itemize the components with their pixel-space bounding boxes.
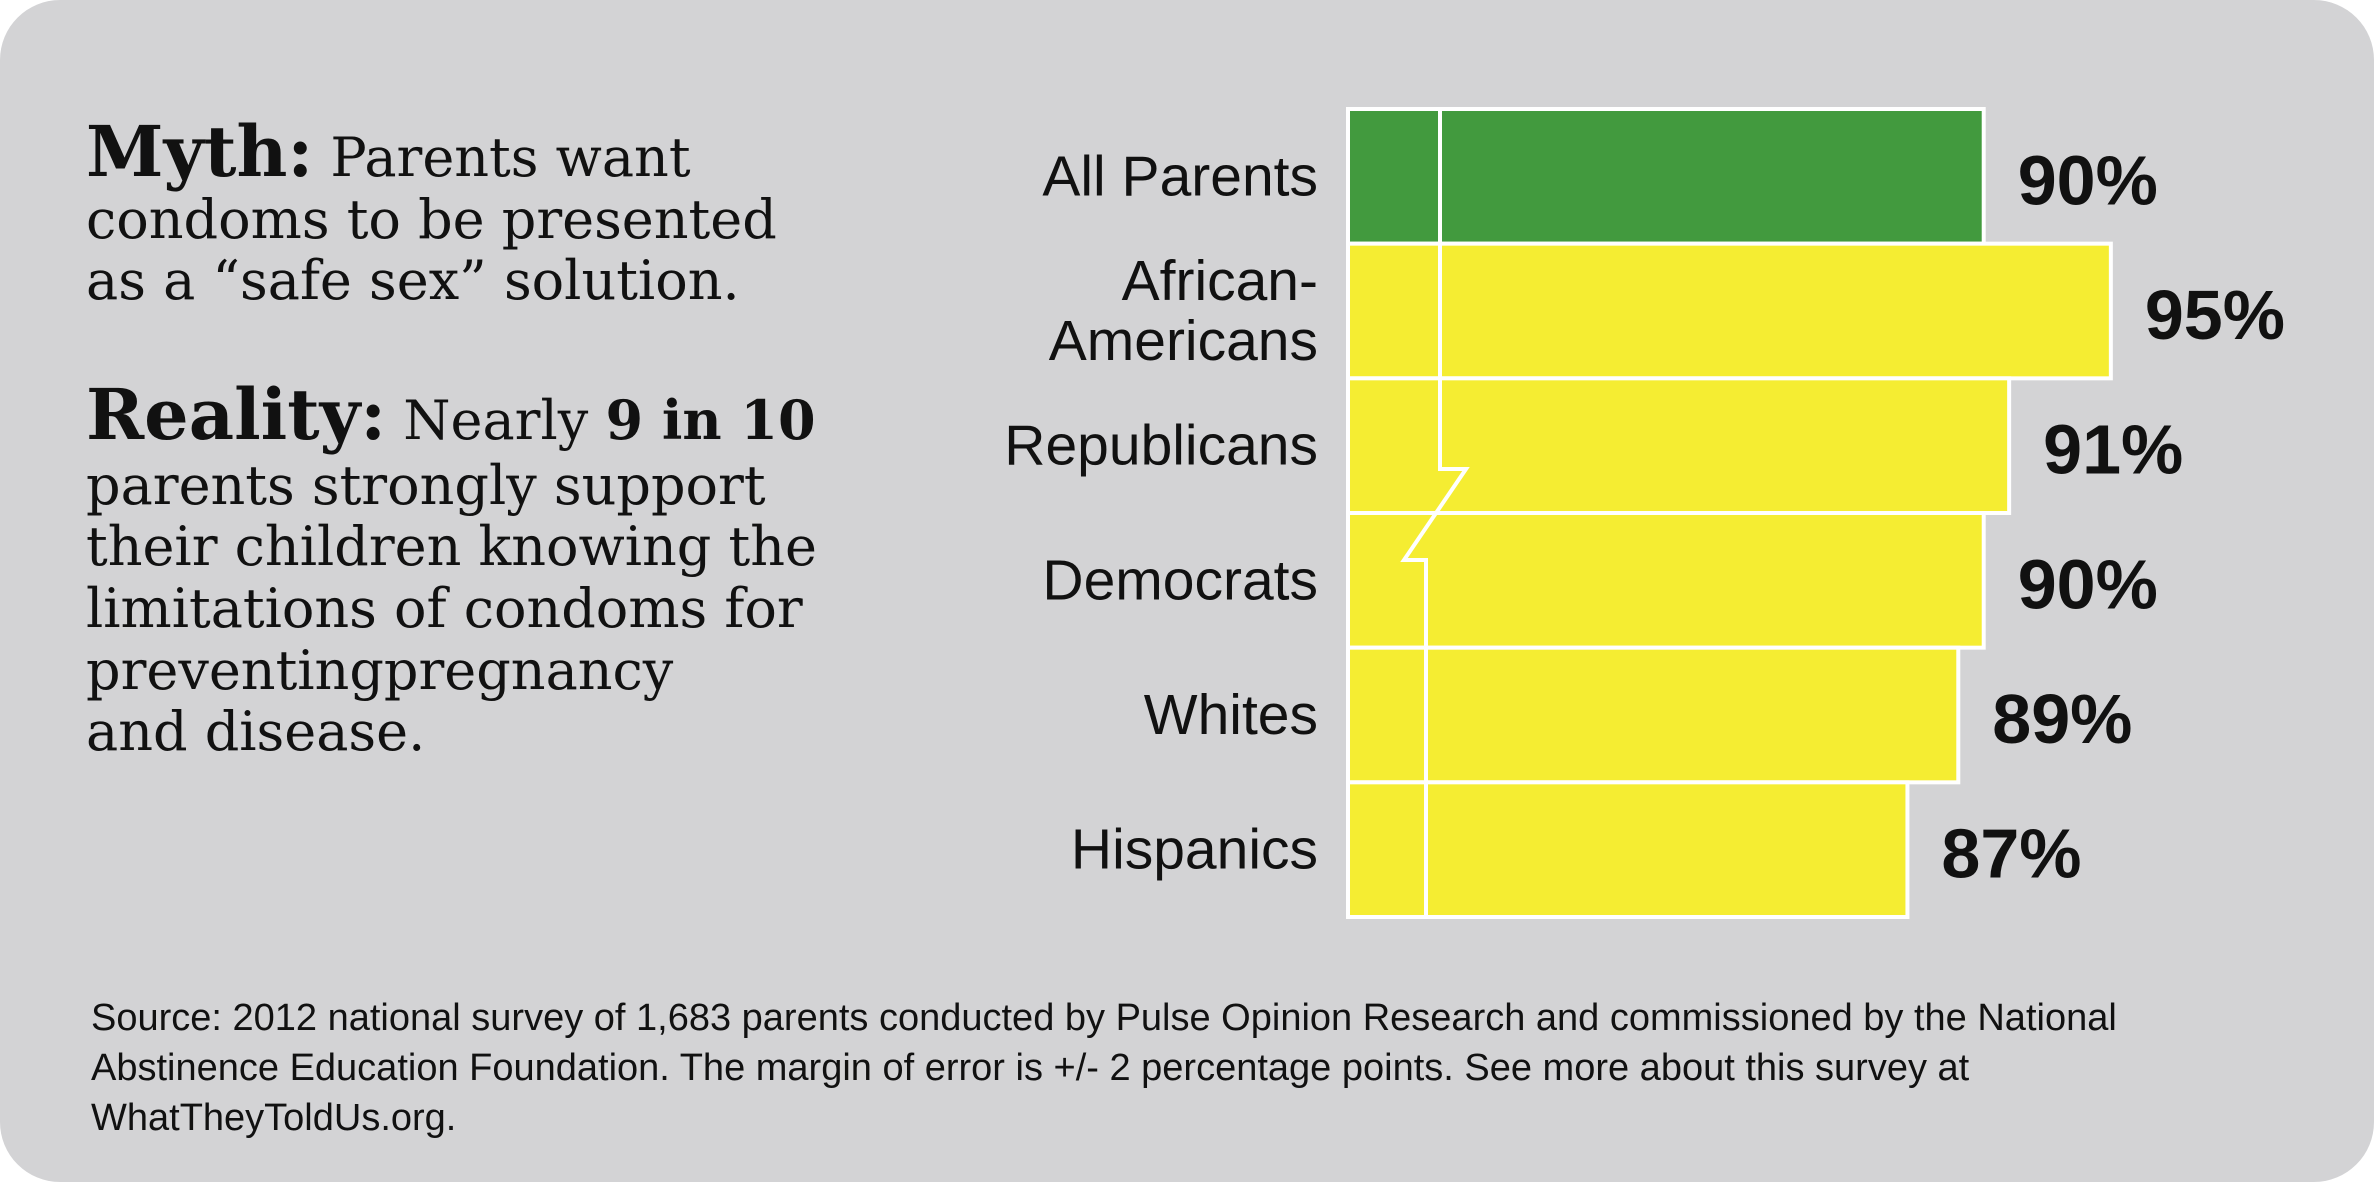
value-label: 91% [2043,411,2183,489]
category-label: African-Americans [1049,249,1318,373]
axis-break [1400,109,1470,917]
value-label: 95% [2145,276,2285,354]
bar [1346,645,1961,785]
category-label: Republicans [1004,414,1318,478]
reality-label: Reality: [86,373,386,456]
category-label: Democrats [1042,548,1318,612]
reality-text: Reality: Nearly 9 in 10 [86,373,816,456]
category-label: Whites [1144,683,1318,747]
labels: All Parents 90% African-Americans 95% Republ… [1004,141,2285,892]
reality-line: and disease. [86,700,425,763]
reality-line: parents strongly support [86,454,766,517]
bar [1346,376,2012,516]
value-label: 90% [2018,545,2158,623]
myth-label: Myth: [86,110,313,193]
reality-emphasis: 9 in 10 [605,388,815,452]
myth-line: Parents want [330,126,690,189]
bar [1346,511,1986,650]
value-label: 87% [1941,815,2081,893]
bar [1346,241,2113,381]
category-label: Hispanics [1071,818,1318,882]
value-label: 90% [2018,141,2158,219]
myth-text: Myth: Parents want [86,110,691,193]
myth-line: condoms to be presented [86,188,777,251]
bars [1346,107,2113,919]
category-label-line: African- [1122,249,1318,313]
reality-lead: Nearly [403,389,588,452]
category-label-line: Americans [1049,309,1318,373]
category-label: All Parents [1042,144,1318,208]
source-line: Abstinence Education Foundation. The mar… [91,1047,1970,1089]
reality-line: limitations of condoms for [86,577,803,640]
reality-line: preventingpregnancy [86,639,674,702]
value-label: 89% [1992,680,2132,758]
source-line: Source: 2012 national survey of 1,683 pa… [91,997,2117,1039]
bar [1346,107,1986,246]
reality-line: their children knowing the [86,515,817,578]
myth-line: as a “safe sex” solution. [86,249,740,312]
source-line: WhatTheyToldUs.org. [91,1097,456,1139]
bar [1346,780,1910,919]
